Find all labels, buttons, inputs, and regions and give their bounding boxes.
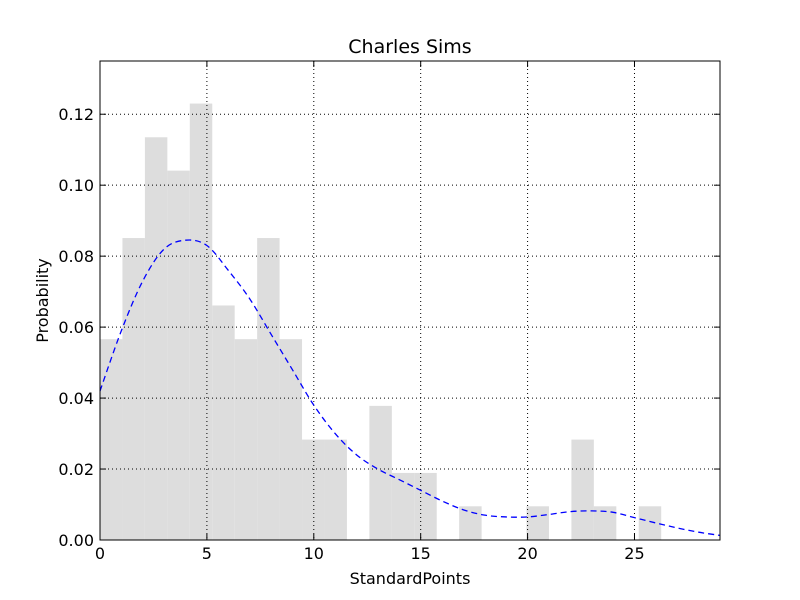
histogram-bar: [593, 506, 617, 540]
histogram-bar: [257, 238, 280, 540]
histogram-bar: [234, 339, 258, 540]
y-tick-label: 0.04: [58, 389, 94, 408]
y-tick-label: 0.10: [58, 176, 94, 195]
histogram-bar: [144, 137, 168, 540]
x-axis-ticks: 0 5 10 15 20 25: [95, 61, 645, 563]
y-axis-label: Probability: [33, 258, 52, 343]
grid-lines: [100, 61, 720, 540]
x-tick-label: 0: [95, 544, 105, 563]
histogram-bar: [167, 170, 190, 541]
x-tick-label: 10: [304, 544, 324, 563]
histogram-bar: [459, 506, 482, 540]
histogram-bar: [189, 103, 213, 541]
histogram-bar: [369, 405, 392, 540]
histogram-bar: [391, 472, 415, 540]
x-axis-label: StandardPoints: [350, 569, 471, 588]
y-tick-label: 0.00: [58, 531, 94, 550]
histogram-bar: [279, 339, 303, 540]
density-line: [99, 239, 721, 537]
y-tick-label: 0.12: [58, 105, 94, 124]
histogram-bar: [324, 439, 347, 540]
histogram-bar: [526, 506, 549, 540]
histogram-bar: [571, 439, 594, 540]
histogram-bar: [302, 439, 325, 540]
histogram-bar: [638, 506, 662, 540]
histogram-bar: [100, 339, 123, 540]
x-tick-label: 15: [411, 544, 431, 563]
chart-title: Charles Sims: [348, 36, 471, 58]
histogram-bar: [414, 472, 437, 540]
x-tick-label: 20: [517, 544, 537, 563]
y-tick-label: 0.02: [58, 460, 94, 479]
x-tick-label: 5: [202, 544, 212, 563]
y-axis-ticks: 0.00 0.02 0.04 0.06 0.08 0.10 0.12: [58, 105, 720, 550]
y-tick-label: 0.06: [58, 318, 94, 337]
y-tick-label: 0.08: [58, 247, 94, 266]
plot-frame: [99, 60, 721, 541]
x-tick-label: 25: [624, 544, 644, 563]
histogram-bar: [212, 305, 235, 540]
